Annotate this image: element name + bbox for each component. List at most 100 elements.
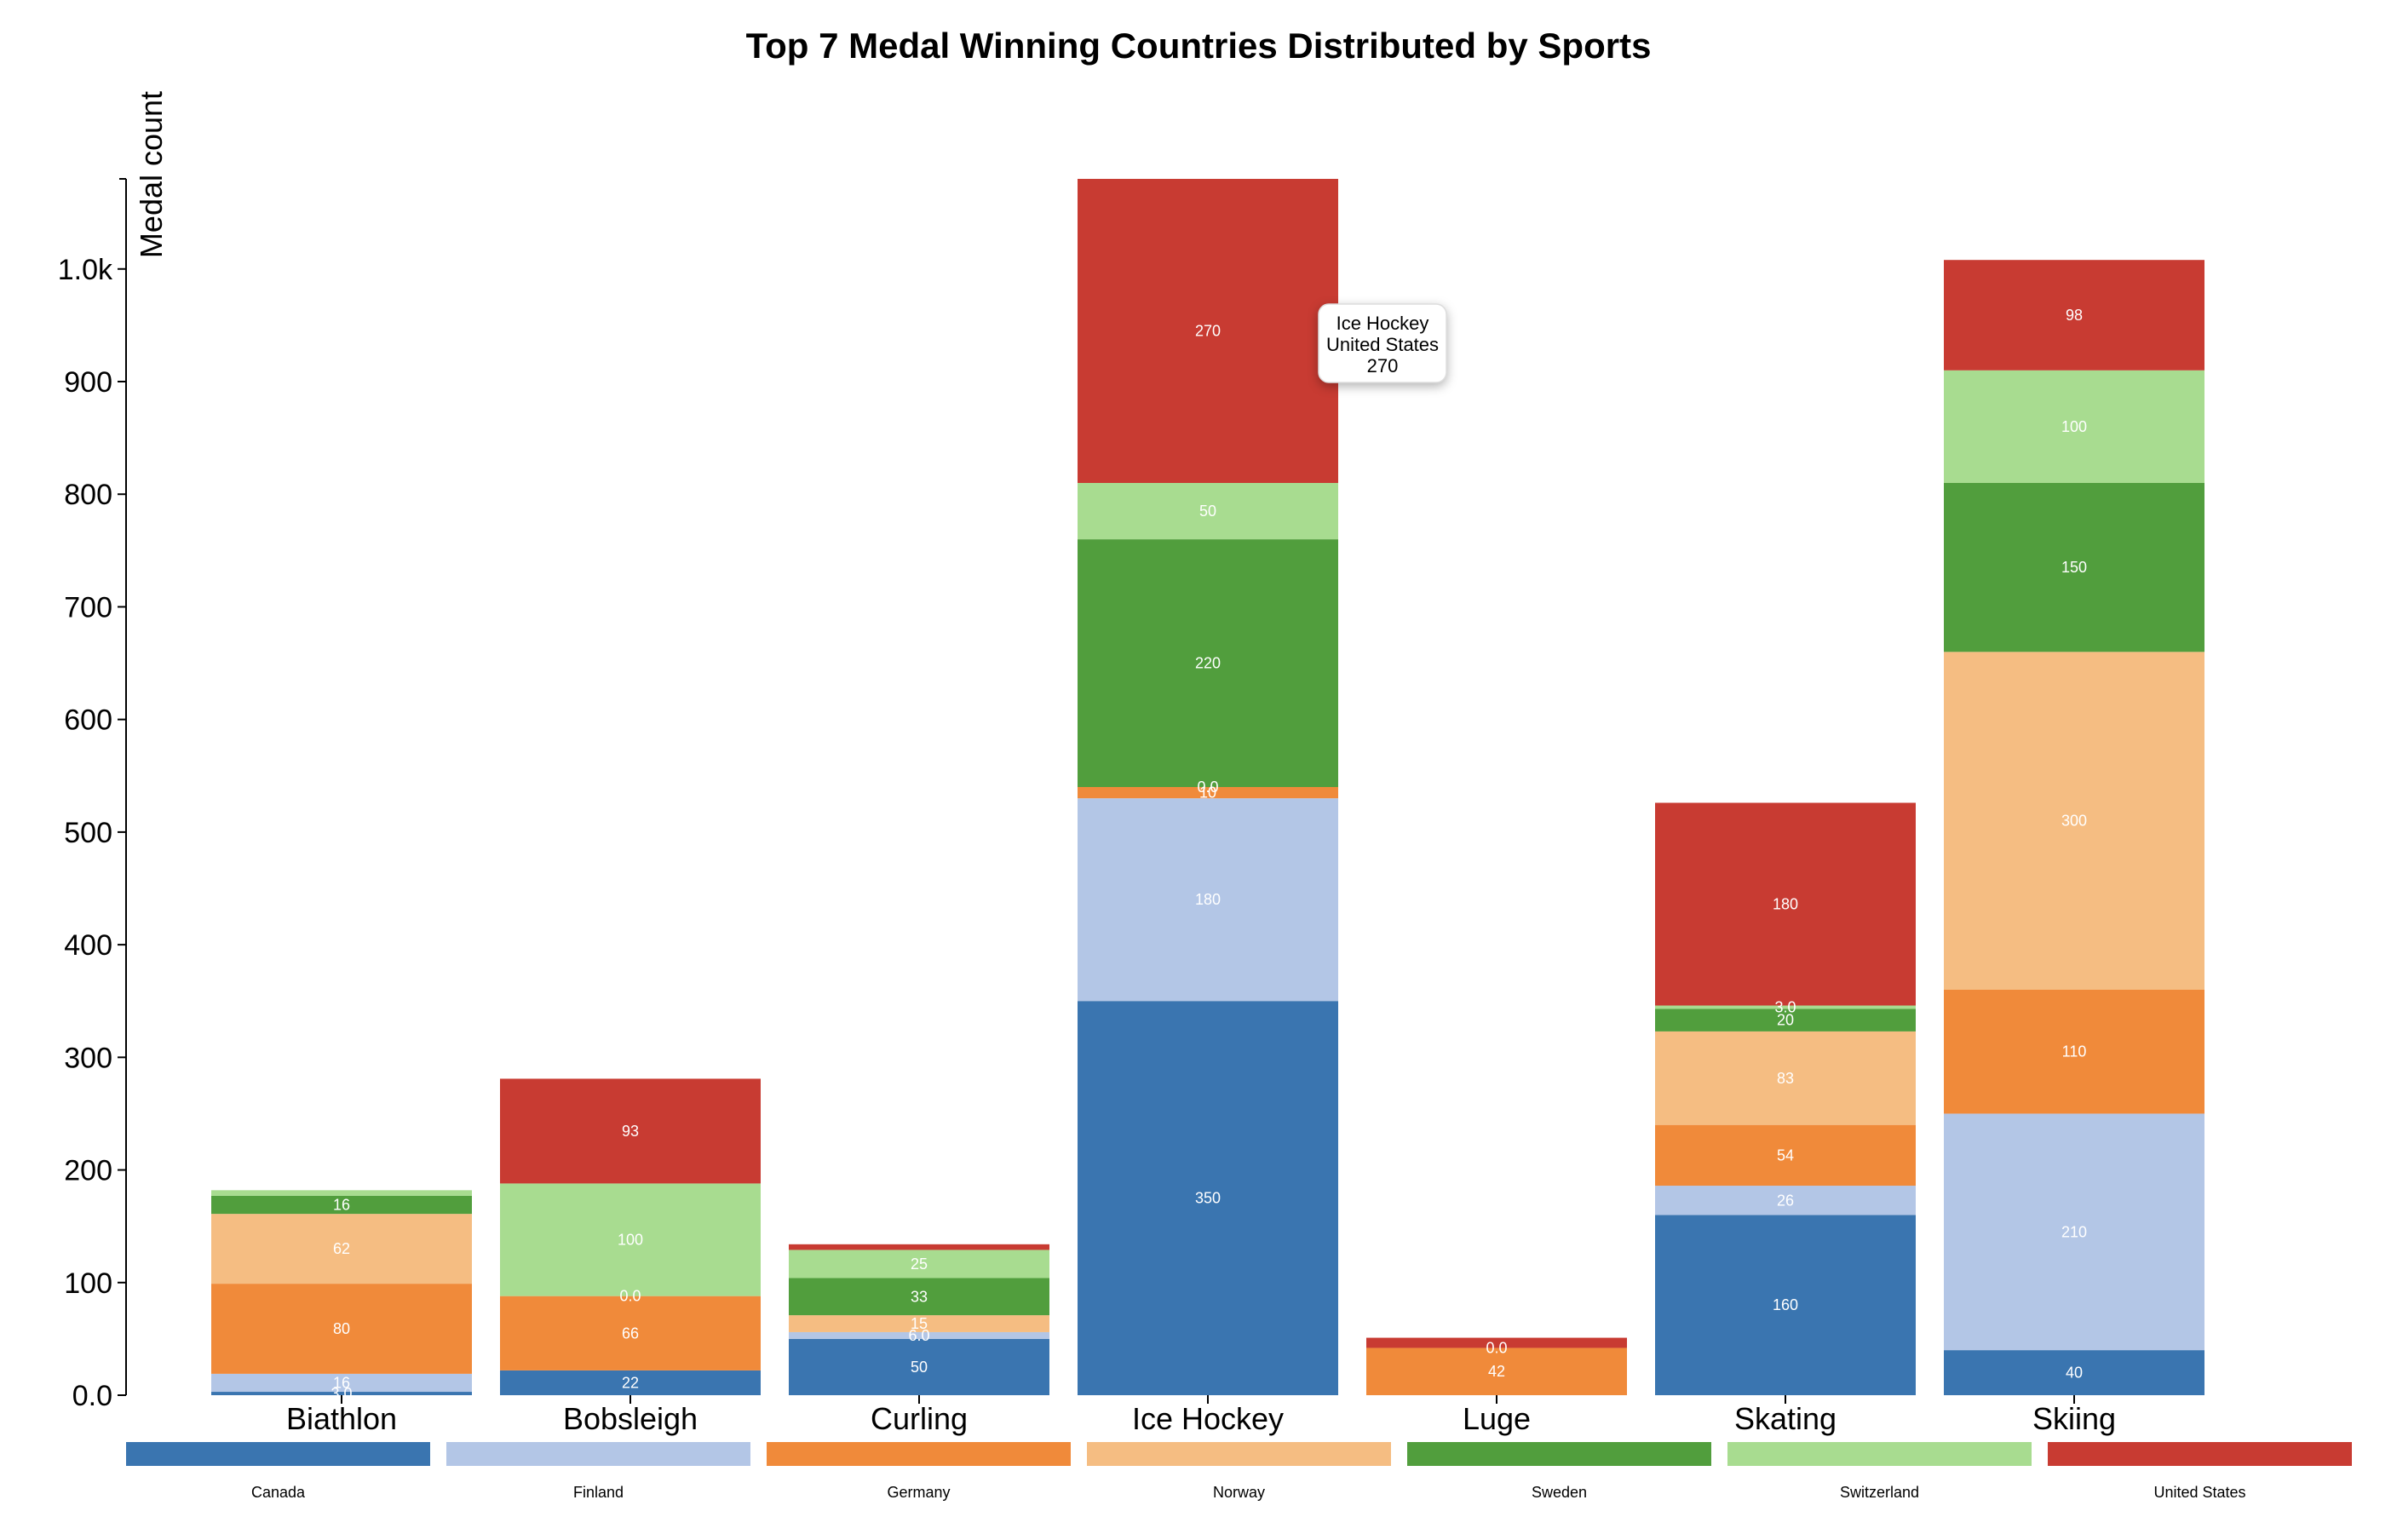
y-tick-label: 600: [64, 704, 112, 737]
segment-value-label: 16: [333, 1374, 350, 1391]
legend-swatch[interactable]: [126, 1442, 430, 1466]
x-tick-label: Ice Hockey: [1132, 1401, 1284, 1436]
tooltip-category: Ice Hockey: [1336, 313, 1429, 334]
bar-segment[interactable]: [1655, 1005, 1916, 1009]
segment-value-label: 300: [2061, 813, 2087, 830]
bar-segment[interactable]: [211, 1190, 472, 1196]
bar-segment[interactable]: [1655, 802, 1916, 1006]
bar-segment[interactable]: [789, 1244, 1049, 1250]
segment-value-label: 3.0: [331, 1385, 352, 1402]
bar-segment[interactable]: [500, 1078, 761, 1184]
y-tick-label: 800: [64, 479, 112, 511]
y-tick-label: 1.0k: [58, 254, 113, 286]
bar-segment[interactable]: [211, 1214, 472, 1284]
bar-segment[interactable]: [500, 1370, 761, 1395]
segment-value-label: 22: [622, 1374, 639, 1391]
bar-segment[interactable]: [1366, 1337, 1627, 1348]
bar-segment[interactable]: [211, 1195, 472, 1215]
segment-value-label: 0.0: [1197, 779, 1218, 796]
y-tick-label: 900: [64, 366, 112, 399]
bar-segment[interactable]: [1078, 787, 1338, 799]
segment-value-label: 80: [333, 1320, 350, 1337]
legend-swatch[interactable]: [2048, 1442, 2352, 1466]
legend-swatch[interactable]: [446, 1442, 750, 1466]
bar-segment[interactable]: [789, 1331, 1049, 1339]
x-tick-label: Bobsleigh: [563, 1401, 698, 1436]
legend-label: Finland: [573, 1484, 624, 1501]
bar-segment[interactable]: [211, 1373, 472, 1393]
legend-label: Canada: [251, 1484, 306, 1501]
bar-segment[interactable]: [500, 1296, 761, 1370]
bar-segment[interactable]: [1944, 1113, 2204, 1351]
segment-value-label: 40: [2066, 1365, 2083, 1382]
segment-value-label: 42: [1488, 1363, 1505, 1380]
bar-segment[interactable]: [1655, 1031, 1916, 1125]
y-tick-label: 100: [64, 1267, 112, 1300]
y-axis: 0.0 100 200 300 400 500 600 700 800 900 1.0k: [58, 178, 127, 1412]
segment-value-label: 20: [1777, 1012, 1794, 1029]
segment-value-label: 33: [911, 1288, 928, 1305]
bar-segment[interactable]: [1944, 990, 2204, 1114]
segment-value-label: 210: [2061, 1223, 2087, 1240]
segment-value-label: 270: [1195, 323, 1221, 340]
bar-segment[interactable]: [1078, 539, 1338, 787]
segment-value-label: 0.0: [619, 1288, 641, 1305]
bar-segment[interactable]: [789, 1338, 1049, 1395]
bar-segment[interactable]: [1944, 1350, 2204, 1395]
tooltip-value: 270: [1367, 355, 1399, 376]
bar-segment[interactable]: [1366, 1348, 1627, 1395]
chart-title: Top 7 Medal Winning Countries Distribute…: [746, 26, 1652, 66]
tooltip-series: United States: [1326, 334, 1439, 355]
legend-swatch[interactable]: [1727, 1442, 2032, 1466]
segment-value-label: 180: [1773, 896, 1798, 913]
segment-value-label: 25: [911, 1256, 928, 1273]
bar-segment[interactable]: [1944, 260, 2204, 371]
segment-value-label: 220: [1195, 655, 1221, 672]
bar-segment[interactable]: [1078, 179, 1338, 483]
bar-segment[interactable]: [1078, 798, 1338, 1002]
legend-swatch[interactable]: [1087, 1442, 1391, 1466]
segment-value-label: 3.0: [1774, 998, 1796, 1015]
bar-segment[interactable]: [789, 1250, 1049, 1279]
bars: [211, 179, 2204, 1395]
bar-segment[interactable]: [789, 1315, 1049, 1332]
y-tick-label: 0.0: [72, 1380, 112, 1412]
bar-segment[interactable]: [1655, 1008, 1916, 1031]
segment-value-label: 100: [2061, 418, 2087, 435]
bar-segment[interactable]: [1944, 652, 2204, 990]
segment-value-label: 350: [1195, 1190, 1221, 1207]
bar-segment[interactable]: [1655, 1124, 1916, 1187]
bar-segment[interactable]: [211, 1284, 472, 1374]
segment-value-label: 26: [1777, 1192, 1794, 1209]
bar-segment[interactable]: [1078, 1001, 1338, 1395]
legend-swatch[interactable]: [1407, 1442, 1711, 1466]
tooltip-box: [1318, 303, 1447, 383]
bar-segment[interactable]: [789, 1278, 1049, 1316]
y-tick-label: 500: [64, 817, 112, 849]
segment-value-label: 6.0: [908, 1327, 929, 1344]
bar-segment[interactable]: [1944, 483, 2204, 652]
legend-label: United States: [2153, 1484, 2245, 1501]
bar-segment[interactable]: [1078, 483, 1338, 540]
legend-swatch[interactable]: [767, 1442, 1071, 1466]
segment-value-label: 50: [911, 1359, 928, 1376]
segment-value-label: 16: [333, 1197, 350, 1214]
bar-segment[interactable]: [211, 1392, 472, 1395]
y-axis-label: Medal count: [134, 91, 169, 258]
segment-value-label: 180: [1195, 891, 1221, 908]
segment-value-label: 100: [618, 1232, 643, 1249]
y-tick-label: 400: [64, 929, 112, 962]
legend: Canada Finland Germany Norway Sweden Switzerl…: [126, 1442, 2352, 1501]
segment-labels: 3.01680621622660.010093506.0153325350180…: [331, 307, 2087, 1402]
x-tick-label: Luge: [1463, 1401, 1531, 1436]
segment-value-label: 50: [1199, 503, 1216, 520]
bar-segment[interactable]: [1944, 370, 2204, 483]
segment-value-label: 0.0: [1486, 1339, 1507, 1356]
segment-value-label: 160: [1773, 1296, 1798, 1313]
legend-label: Sweden: [1532, 1484, 1587, 1501]
x-axis: Biathlon Bobsleigh Curling Ice Hockey Luge Sk…: [286, 1395, 2116, 1436]
bar-segment[interactable]: [1655, 1186, 1916, 1215]
bar-segment[interactable]: [500, 1183, 761, 1296]
bar-segment[interactable]: [1655, 1215, 1916, 1395]
